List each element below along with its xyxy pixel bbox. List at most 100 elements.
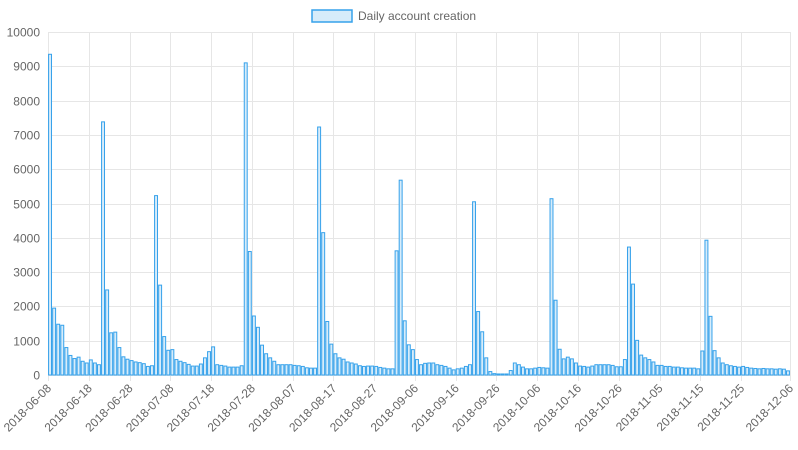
bar — [194, 365, 199, 376]
bar — [529, 368, 534, 376]
bar — [459, 367, 464, 376]
bar — [663, 365, 668, 376]
bar — [679, 367, 684, 376]
bar — [569, 358, 574, 376]
bar — [439, 364, 444, 376]
bar — [145, 365, 150, 376]
bar — [451, 369, 456, 376]
bar — [308, 367, 313, 376]
bar — [708, 315, 713, 376]
bar — [333, 353, 338, 376]
bar — [190, 365, 195, 376]
bar — [651, 361, 656, 376]
bar — [626, 246, 631, 376]
bar — [688, 367, 693, 376]
bar — [186, 363, 191, 376]
bar — [667, 365, 672, 376]
y-tick-label: 6000 — [13, 163, 40, 177]
bar — [68, 354, 73, 376]
bar — [170, 349, 175, 376]
bar — [455, 368, 460, 376]
bar — [255, 326, 260, 376]
bar — [696, 368, 701, 376]
bar — [276, 364, 281, 376]
bar — [80, 360, 85, 376]
bar — [443, 365, 448, 376]
bar — [101, 121, 106, 376]
bar — [427, 362, 432, 376]
y-tick-label: 10000 — [7, 26, 41, 40]
bar — [105, 289, 110, 376]
bar — [545, 367, 550, 376]
bar — [781, 368, 786, 376]
bar — [647, 359, 652, 376]
bar — [684, 367, 689, 376]
bar — [264, 353, 269, 376]
y-tick-label: 0 — [33, 369, 40, 383]
bar — [769, 368, 774, 376]
bar — [239, 365, 244, 376]
bar — [88, 359, 93, 376]
bar — [753, 367, 758, 376]
bar — [64, 347, 69, 376]
bar — [223, 365, 228, 376]
bar — [614, 366, 619, 376]
x-axis: 2018-06-082018-06-182018-06-282018-07-08… — [1, 381, 797, 435]
bar — [557, 348, 562, 376]
bar — [166, 349, 171, 376]
x-tick-label: 2018-12-06 — [743, 381, 797, 435]
bar — [732, 365, 737, 376]
y-axis: 0 1000 2000 3000 4000 5000 6000 7000 8000 9000 100… — [7, 26, 41, 383]
bar — [398, 179, 403, 376]
bar — [500, 373, 505, 376]
bar — [149, 365, 154, 376]
y-tick-label: 4000 — [13, 232, 40, 246]
bar — [728, 365, 733, 376]
bar — [48, 53, 53, 376]
bar — [84, 362, 89, 376]
bar — [113, 331, 118, 376]
bar — [284, 364, 289, 376]
bar — [578, 365, 583, 376]
bar — [419, 364, 424, 376]
bar — [231, 366, 236, 376]
bar — [260, 344, 265, 376]
bar — [655, 364, 660, 376]
bar — [406, 344, 411, 376]
bar — [268, 357, 273, 376]
bar — [96, 364, 101, 376]
bar — [737, 366, 742, 376]
bar — [349, 362, 354, 376]
bar — [704, 239, 709, 376]
bar — [431, 362, 436, 376]
bar — [370, 365, 375, 376]
bar — [480, 331, 485, 376]
bar — [610, 364, 615, 376]
bar — [129, 360, 134, 376]
bar — [598, 364, 603, 376]
bar — [219, 364, 224, 376]
bar — [133, 361, 138, 376]
bar — [537, 366, 542, 376]
y-tick-label: 7000 — [13, 129, 40, 143]
bar — [467, 364, 472, 376]
bar — [125, 358, 130, 376]
bar — [565, 356, 570, 376]
bar — [341, 358, 346, 376]
legend[interactable]: Daily account creation — [311, 9, 476, 23]
bar — [304, 367, 309, 376]
bar — [117, 347, 122, 376]
bar — [243, 62, 248, 376]
bar — [720, 362, 725, 376]
bar — [215, 364, 220, 376]
bar — [602, 364, 607, 376]
bar — [329, 343, 334, 376]
bar — [659, 364, 664, 376]
bar — [765, 368, 770, 376]
y-tick-label: 2000 — [13, 300, 40, 314]
bar — [182, 362, 187, 376]
bar — [288, 364, 293, 376]
bar — [520, 366, 525, 376]
bar — [337, 357, 342, 376]
